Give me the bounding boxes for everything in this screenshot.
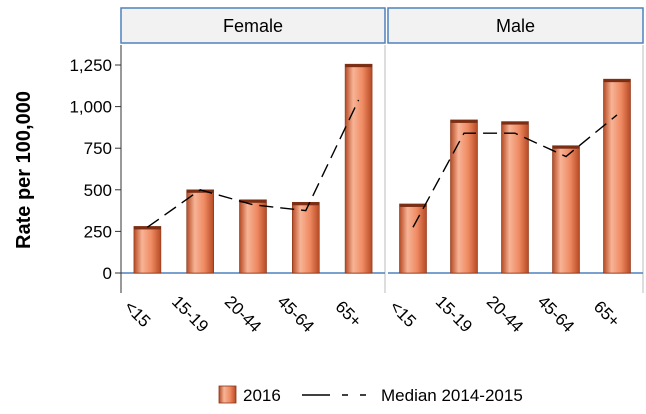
bar: [450, 119, 478, 274]
x-tick-label: 65+: [332, 297, 366, 331]
bar: [186, 189, 214, 274]
bar-cap: [133, 226, 161, 230]
y-tick-label: 500: [84, 181, 112, 200]
bar-cap: [501, 121, 529, 125]
bar-body: [291, 201, 320, 274]
x-tick-label: 20-44: [221, 292, 265, 336]
bar-cap: [186, 189, 214, 193]
panel-header-male: [387, 7, 644, 44]
x-tick-label: 65+: [590, 297, 624, 331]
bar-cap: [399, 203, 427, 207]
bar-body: [399, 203, 427, 274]
bar: [291, 201, 320, 274]
x-tick-label: <15: [120, 297, 154, 331]
bar: [133, 226, 162, 274]
legend-label: Median 2014-2015: [381, 386, 523, 405]
bar-body: [239, 199, 267, 274]
x-tick-label: <15: [386, 297, 420, 331]
y-tick-label: 0: [103, 264, 112, 283]
median-line: [146, 99, 360, 228]
bar-cap: [450, 119, 478, 123]
y-tick-label: 250: [84, 222, 112, 241]
bar: [239, 199, 267, 274]
x-tick-label: 20-44: [483, 292, 527, 336]
bar: [501, 121, 529, 274]
bar-body: [501, 121, 529, 274]
bar: [552, 145, 580, 274]
x-tick-label: 45-64: [274, 292, 318, 336]
bar-body: [186, 189, 214, 274]
panel-header-female: [120, 7, 386, 44]
x-tick-label: 15-19: [168, 292, 212, 336]
y-tick-label: 750: [84, 139, 112, 158]
y-tick-label: 1,000: [69, 98, 112, 117]
x-tick-label: 45-64: [534, 292, 578, 336]
bar-cap: [239, 199, 267, 203]
panel-title: Female: [223, 16, 283, 36]
bar: [344, 63, 373, 274]
legend-swatch-bar: [218, 385, 237, 404]
bar-body: [133, 226, 162, 274]
bar-body: [603, 78, 631, 274]
y-tick-label: 1,250: [69, 56, 112, 75]
bar: [603, 78, 631, 274]
bar-body: [450, 119, 478, 274]
bar-body: [344, 63, 373, 274]
bar-body: [552, 145, 580, 274]
bar: [399, 203, 427, 274]
bar-cap: [552, 145, 580, 149]
bar-cap: [345, 64, 373, 68]
legend-label: 2016: [243, 386, 281, 405]
panel-title: Male: [496, 16, 535, 36]
median-line: [412, 114, 618, 228]
x-tick-label: 15-19: [432, 292, 476, 336]
y-axis-label: Rate per 100,000: [13, 91, 35, 249]
bar-cap: [292, 202, 320, 206]
bar-cap: [603, 79, 631, 83]
